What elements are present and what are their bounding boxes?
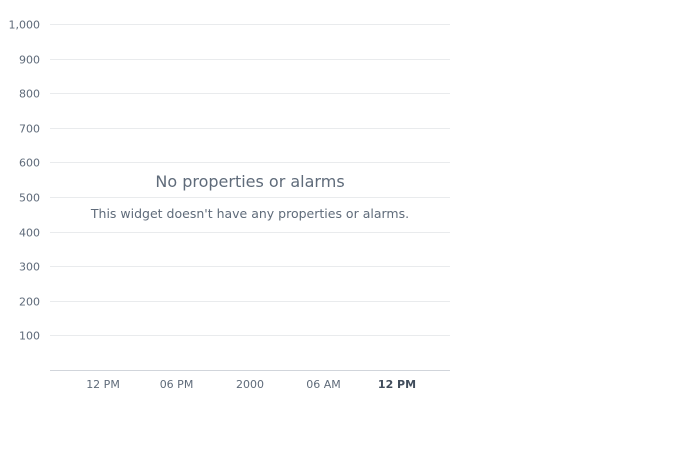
y-tick-label: 500 xyxy=(19,192,40,205)
y-tick-label: 300 xyxy=(19,261,40,274)
y-tick-label: 400 xyxy=(19,227,40,240)
y-tick-label: 1,000 xyxy=(9,19,41,32)
empty-state-title: No properties or alarms xyxy=(155,172,345,191)
empty-state: No properties or alarms This widget does… xyxy=(50,170,450,223)
empty-state-message: This widget doesn't have any properties … xyxy=(90,206,410,221)
y-tick-label: 200 xyxy=(19,296,40,309)
y-tick-label: 600 xyxy=(19,157,40,170)
gridlines xyxy=(50,24,450,336)
x-tick-label: 06 PM xyxy=(160,378,194,391)
y-tick-label: 800 xyxy=(19,88,40,101)
x-tick-label: 2000 xyxy=(236,378,264,391)
x-tick-label: 06 AM xyxy=(306,378,341,391)
y-tick-label: 900 xyxy=(19,54,40,67)
y-axis: 100 200 300 400 500 600 700 800 900 1,000 xyxy=(9,19,41,343)
y-tick-label: 700 xyxy=(19,123,40,136)
x-tick-label: 12 PM xyxy=(86,378,120,391)
x-tick-label: 12 PM xyxy=(378,378,416,391)
y-tick-label: 100 xyxy=(19,330,40,343)
x-axis: 12 PM 06 PM 2000 06 AM 12 PM xyxy=(50,370,450,391)
